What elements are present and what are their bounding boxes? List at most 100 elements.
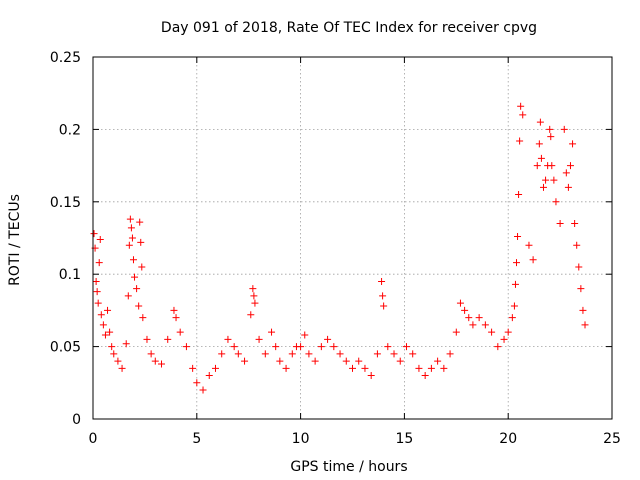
data-point <box>529 256 537 264</box>
data-point <box>127 224 135 232</box>
data-point <box>562 169 570 177</box>
data-point <box>324 335 332 343</box>
data-point <box>95 259 103 267</box>
data-point <box>205 372 213 380</box>
data-point <box>301 331 309 339</box>
data-point <box>409 350 417 358</box>
data-point <box>367 372 375 380</box>
data-point <box>560 125 568 133</box>
data-point <box>539 183 547 191</box>
data-point <box>550 176 558 184</box>
chart-title: Day 091 of 2018, Rate Of TEC Index for r… <box>161 20 537 36</box>
data-point <box>396 357 404 365</box>
data-point <box>547 133 555 141</box>
data-point <box>517 102 525 110</box>
data-point <box>224 335 232 343</box>
x-tick-label: 10 <box>292 431 310 447</box>
data-point <box>164 335 172 343</box>
y-tick-label: 0 <box>72 412 81 428</box>
data-point <box>297 343 305 351</box>
data-point <box>137 238 145 246</box>
data-point <box>373 350 381 358</box>
data-point <box>104 306 112 314</box>
data-point <box>514 233 522 241</box>
data-point <box>481 321 489 329</box>
data-point <box>556 220 564 228</box>
y-tick-labels: 0 0.05 0.1 0.15 0.2 0.25 <box>50 50 81 428</box>
data-point <box>139 314 147 322</box>
data-point <box>475 314 483 322</box>
data-point <box>92 277 100 285</box>
data-point <box>552 198 560 206</box>
data-point <box>276 357 284 365</box>
data-point <box>211 364 219 372</box>
y-tick-label: 0.25 <box>50 50 81 66</box>
data-point <box>581 321 589 329</box>
x-axis-label: GPS time / hours <box>290 459 407 475</box>
data-point <box>110 350 118 358</box>
data-point <box>101 331 109 339</box>
data-point <box>336 350 344 358</box>
data-point <box>96 235 104 243</box>
data-point <box>516 137 524 145</box>
data-point <box>176 328 184 336</box>
data-point <box>135 302 143 310</box>
data-point <box>566 162 574 170</box>
data-point <box>288 350 296 358</box>
data-point <box>133 285 141 293</box>
data-point <box>251 299 259 307</box>
data-point <box>380 302 388 310</box>
data-point <box>384 343 392 351</box>
data-point <box>282 364 290 372</box>
data-point <box>330 343 338 351</box>
data-point <box>542 176 550 184</box>
data-point <box>90 230 98 238</box>
data-point <box>125 241 133 249</box>
data-point <box>390 350 398 358</box>
data-point <box>114 357 122 365</box>
data-point <box>172 314 180 322</box>
data-point <box>573 241 581 249</box>
data-point <box>189 364 197 372</box>
data-point <box>579 306 587 314</box>
data-point <box>131 273 139 281</box>
data-point <box>250 292 258 300</box>
data-point <box>427 364 435 372</box>
data-point <box>546 125 554 133</box>
data-point <box>94 299 102 307</box>
data-point <box>128 234 136 242</box>
data-point <box>170 306 178 314</box>
data-point <box>434 357 442 365</box>
data-point <box>126 215 134 223</box>
data-point <box>500 335 508 343</box>
data-point <box>494 343 502 351</box>
data-point <box>268 328 276 336</box>
data-point <box>255 335 263 343</box>
data-point <box>469 321 477 329</box>
data-point <box>488 328 496 336</box>
data-point <box>230 343 238 351</box>
data-point <box>519 111 527 119</box>
data-point <box>569 140 577 148</box>
data-point <box>452 328 460 336</box>
data-point <box>465 314 473 322</box>
data-point <box>247 311 255 319</box>
x-tick-label: 15 <box>395 431 413 447</box>
data-point <box>129 256 137 264</box>
data-point <box>124 292 132 300</box>
y-tick-label: 0.1 <box>59 267 81 283</box>
data-point <box>138 263 146 271</box>
data-point <box>504 328 512 336</box>
data-point <box>143 335 151 343</box>
data-point <box>355 357 363 365</box>
data-point <box>456 299 464 307</box>
data-point <box>537 154 545 162</box>
data-point <box>118 364 126 372</box>
y-tick-label: 0.2 <box>59 122 81 138</box>
data-point <box>99 321 107 329</box>
data-point <box>317 343 325 351</box>
data-point <box>241 357 249 365</box>
data-point <box>515 191 523 199</box>
data-point <box>151 357 159 365</box>
data-point <box>272 343 280 351</box>
